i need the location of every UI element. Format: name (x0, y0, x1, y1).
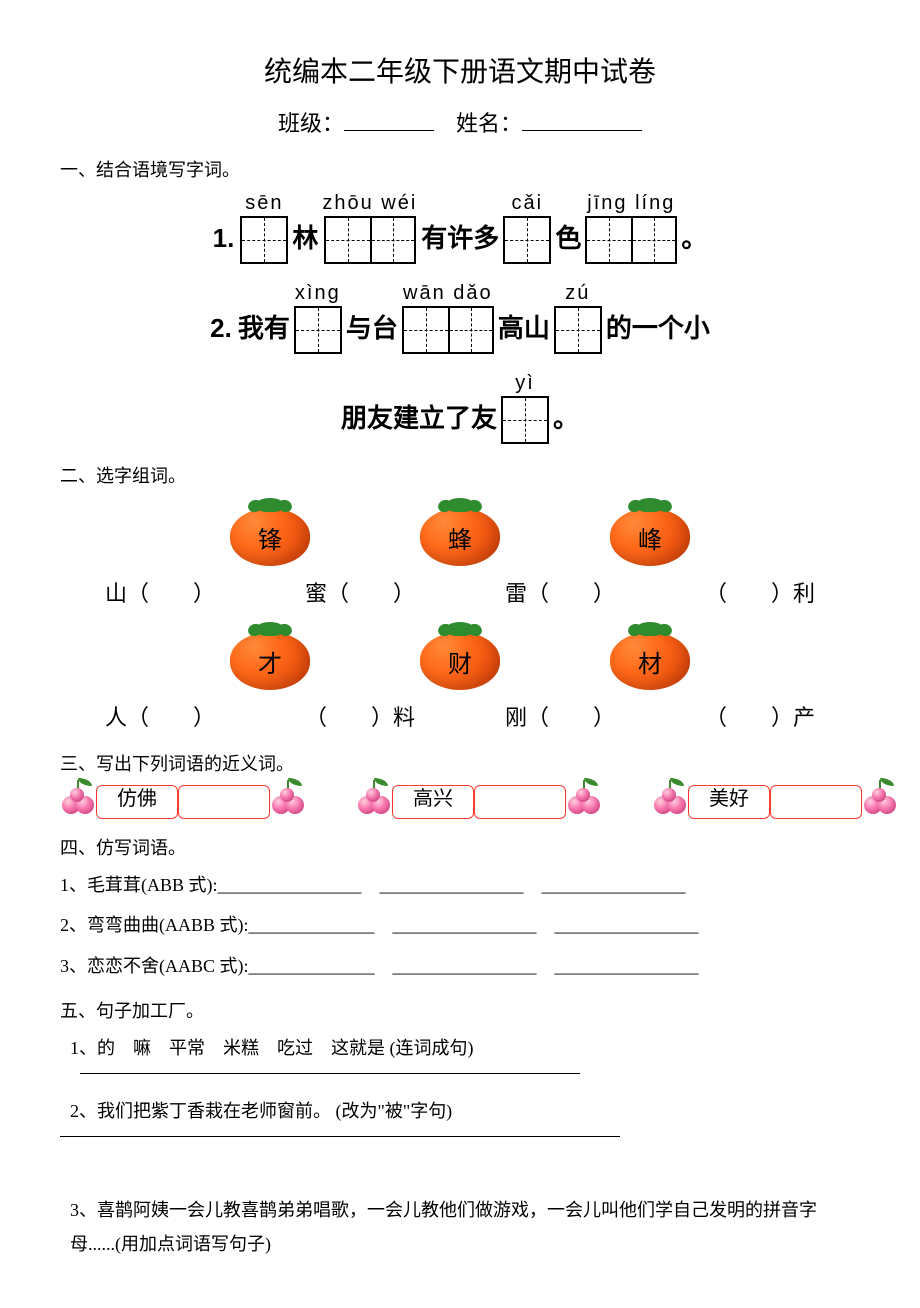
section-1-head: 一、结合语境写字词。 (60, 156, 860, 182)
pinyin-xing: xìng (295, 282, 341, 304)
s4-line1[interactable]: 1、毛茸茸(ABB 式):________________ __________… (60, 868, 860, 902)
fill-item[interactable]: 刚（ ） (505, 700, 615, 732)
berry-icon (270, 784, 306, 820)
char-box[interactable] (242, 218, 286, 262)
text-youxuduo: 有许多 (421, 212, 499, 264)
q1-row2: 2. 我有 xìng 与台 wān dǎo 高山 zú 的一个小 (60, 282, 860, 354)
text-period2: 。 (553, 392, 579, 444)
s5-q1: 1、的 嘛 平常 米糕 吃过 这就是 (连词成句) (70, 1031, 860, 1065)
fill-item[interactable]: 人（ ） (105, 700, 215, 732)
class-blank[interactable] (344, 106, 434, 131)
berry-icon (356, 784, 392, 820)
fill-line-2: 人（ ） （ ）料 刚（ ） （ ）产 (60, 700, 860, 732)
word-box: 高兴 (392, 785, 474, 819)
pinyin-zhouwei: zhōu wéi (322, 192, 417, 214)
s4-line2[interactable]: 2、弯弯曲曲(AABB 式):______________ __________… (60, 908, 860, 942)
fill-item[interactable]: （ ）利 (705, 576, 815, 608)
s4-line3[interactable]: 3、恋恋不舍(AABC 式):______________ __________… (60, 949, 860, 983)
char-box[interactable] (631, 218, 675, 262)
class-label: 班级： (278, 111, 344, 136)
text-se: 色 (555, 212, 581, 264)
answer-box[interactable] (474, 785, 566, 819)
berry-icon (862, 784, 898, 820)
char-box[interactable] (404, 308, 448, 352)
berry-icon (60, 784, 96, 820)
answer-rule[interactable] (80, 1073, 580, 1074)
answer-box[interactable] (770, 785, 862, 819)
page-title: 统编本二年级下册语文期中试卷 (60, 50, 860, 90)
pinyin-cai: cǎi (512, 192, 544, 214)
fill-item[interactable]: 山（ ） (105, 576, 215, 608)
tomato-icon: 才 (230, 626, 310, 690)
section-4-head: 四、仿写词语。 (60, 834, 860, 860)
section-5-head: 五、句子加工厂。 (60, 997, 860, 1023)
name-label: 姓名： (456, 111, 522, 136)
char-box[interactable] (296, 308, 340, 352)
tomato-icon: 蜂 (420, 502, 500, 566)
char-box[interactable] (326, 218, 370, 262)
text-period: 。 (681, 212, 707, 264)
char-box[interactable] (505, 218, 549, 262)
q1-row3: 朋友建立了友 yì 。 (60, 372, 860, 444)
text-pengyou: 朋友建立了友 (341, 392, 497, 444)
tomato-icon: 财 (420, 626, 500, 690)
fill-item[interactable]: （ ）料 (305, 700, 415, 732)
word-box: 仿佛 (96, 785, 178, 819)
char-box[interactable] (587, 218, 631, 262)
char-box[interactable] (448, 308, 492, 352)
fill-item[interactable]: （ ）产 (705, 700, 815, 732)
text-lin: 林 (292, 212, 318, 264)
fill-line-1: 山（ ） 蜜（ ） 雷（ ） （ ）利 (60, 576, 860, 608)
pinyin-zu: zú (565, 282, 590, 304)
word-box: 美好 (688, 785, 770, 819)
pinyin-yi: yì (515, 372, 535, 394)
pinyin-wandao: wān dǎo (403, 282, 493, 304)
tomato-row-1: 锋 蜂 峰 (60, 502, 860, 566)
berry-icon (652, 784, 688, 820)
char-box[interactable] (556, 308, 600, 352)
char-box[interactable] (370, 218, 414, 262)
fill-item[interactable]: 蜜（ ） (305, 576, 415, 608)
tomato-row-2: 才 财 材 (60, 626, 860, 690)
pinyin-jingling: jīng líng (587, 192, 675, 214)
text-yutai: 与台 (346, 302, 398, 354)
tomato-icon: 材 (610, 626, 690, 690)
q1-number: 1. (213, 212, 235, 264)
text-gaoshan: 高山 (498, 302, 550, 354)
s5-q3: 3、喜鹊阿姨一会儿教喜鹊弟弟唱歌，一会儿教他们做游戏，一会儿叫他们学自己发明的拼… (70, 1193, 860, 1261)
q2-number: 2. (210, 302, 232, 354)
tomato-icon: 峰 (610, 502, 690, 566)
synonym-row: 仿佛 高兴 美好 (60, 784, 860, 820)
pinyin-sen: sēn (245, 192, 283, 214)
name-blank[interactable] (522, 106, 642, 131)
berry-icon (566, 784, 602, 820)
section-2-head: 二、选字组词。 (60, 462, 860, 488)
section-3-head: 三、写出下列词语的近义词。 (60, 750, 860, 776)
fill-item[interactable]: 雷（ ） (505, 576, 615, 608)
text-woyou: 我有 (238, 302, 290, 354)
answer-box[interactable] (178, 785, 270, 819)
student-info: 班级： 姓名： (60, 106, 860, 138)
tomato-icon: 锋 (230, 502, 310, 566)
text-deyigexiao: 的一个小 (606, 302, 710, 354)
answer-rule[interactable] (60, 1136, 620, 1137)
q1-row1: 1. sēn 林 zhōu wéi 有许多 cǎi 色 jīng líng 。 (60, 192, 860, 264)
char-box[interactable] (503, 398, 547, 442)
s5-q2: 2、我们把紫丁香栽在老师窗前。 (改为"被"字句) (70, 1094, 860, 1128)
